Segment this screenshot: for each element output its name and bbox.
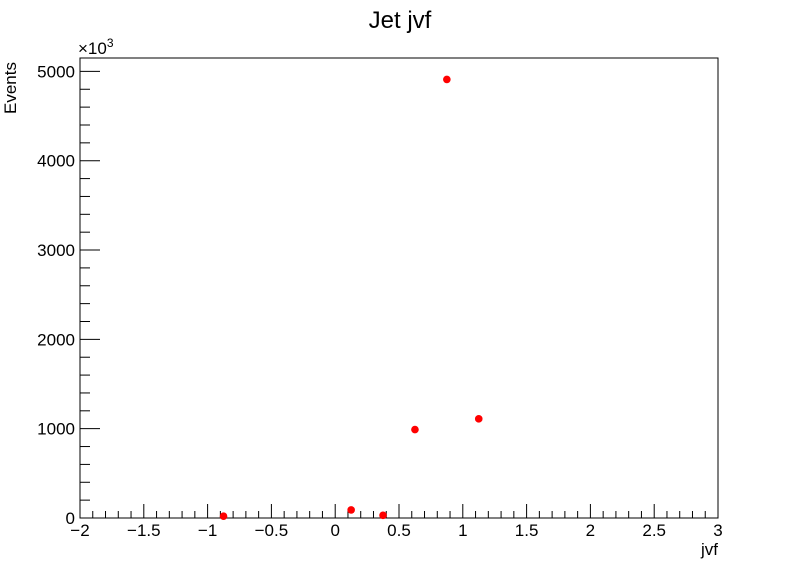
- y-tick-label: 4000: [37, 152, 75, 171]
- data-points: [219, 75, 483, 521]
- x-tick-label: −0.5: [255, 521, 289, 540]
- data-point: [443, 75, 451, 84]
- y-multiplier: ×103: [78, 36, 114, 58]
- x-tick-label: 0: [330, 521, 339, 540]
- y-tick-label: 5000: [37, 62, 75, 81]
- y-axis-label: Events: [1, 62, 20, 114]
- x-tick-label: 3: [713, 521, 722, 540]
- y-tick-label: 0: [66, 509, 75, 528]
- x-tick-label: −1: [198, 521, 217, 540]
- y-multiplier-base: ×10: [78, 39, 107, 58]
- axis-ticks: [79, 70, 719, 519]
- chart-title: Jet jvf: [369, 7, 432, 34]
- x-tick-label: −2: [70, 521, 89, 540]
- y-multiplier-exponent: 3: [107, 36, 114, 50]
- data-point: [219, 512, 228, 521]
- x-tick-label: 0.5: [387, 521, 411, 540]
- x-tick-label: −1.5: [127, 521, 161, 540]
- y-tick-label: 1000: [37, 420, 75, 439]
- y-tick-labels: 0 1000 2000 3000 4000 5000: [37, 62, 75, 528]
- x-axis-label: jvf: [700, 540, 718, 559]
- x-tick-label: 2.5: [642, 521, 666, 540]
- x-tick-label: 1: [458, 521, 467, 540]
- plot-frame: [79, 57, 719, 519]
- data-point: [474, 415, 483, 423]
- data-point: [411, 425, 419, 434]
- x-tick-label: 2: [586, 521, 595, 540]
- data-point: [379, 511, 387, 520]
- y-tick-label: 3000: [37, 241, 75, 260]
- x-tick-label: 1.5: [515, 521, 539, 540]
- data-point: [347, 506, 355, 514]
- y-tick-label: 2000: [37, 330, 75, 349]
- x-tick-labels: −2 −1.5 −1 −0.5 0 0.5 1 1.5 2 2.5 3: [70, 521, 722, 540]
